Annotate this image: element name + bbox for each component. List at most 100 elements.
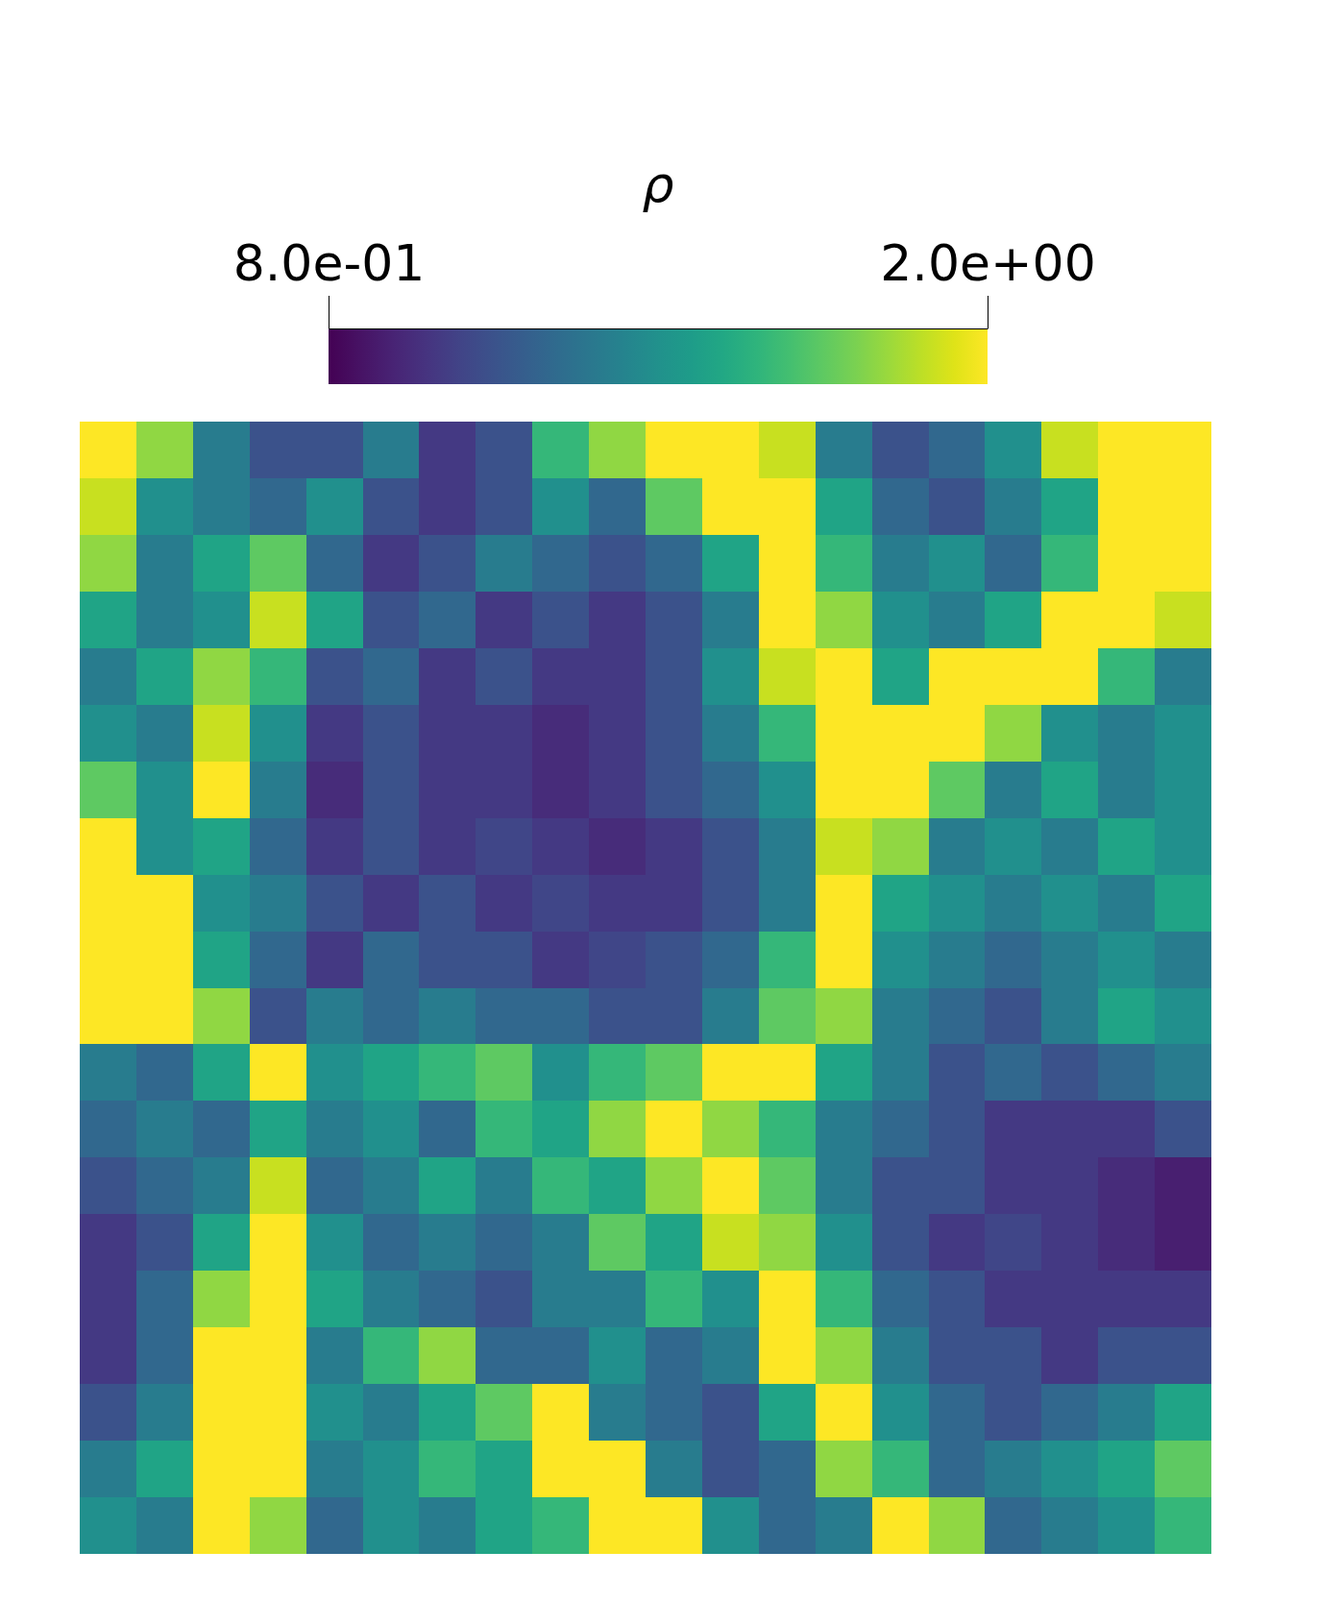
cell [475,535,534,593]
cell [532,761,590,820]
cell [418,1384,477,1442]
cell [1041,591,1099,650]
cell [363,1440,421,1499]
cell [984,1497,1043,1555]
cell [815,1497,874,1555]
cell [79,591,138,650]
cell [475,648,534,707]
cell [136,761,195,820]
cell [872,875,930,933]
cell [418,761,477,820]
cell [249,1327,308,1386]
cell [306,1100,365,1159]
cell [928,1384,987,1442]
cell [249,591,308,650]
cell [136,1384,195,1442]
cell [1098,1100,1156,1159]
cell [984,761,1043,820]
cell [872,1384,930,1442]
cell [249,1270,308,1329]
cell [363,875,421,933]
cell [758,875,817,933]
cell [532,931,590,990]
cell [79,818,138,877]
cell [588,421,647,480]
cell [363,648,421,707]
cell [1098,761,1156,820]
cell [1154,931,1212,990]
cell [306,818,365,877]
cell [645,931,704,990]
cell [1098,1497,1156,1555]
cell [193,1440,250,1499]
cell [702,1497,760,1555]
cell [758,591,817,650]
cell [532,1044,590,1102]
cell [758,1440,817,1499]
cell [136,591,195,650]
cell [193,1214,250,1272]
cell [306,931,365,990]
cell [475,931,534,990]
cell [872,478,930,537]
cell [363,1384,421,1442]
cell [928,931,987,990]
cell [645,1327,704,1386]
cell [79,1214,138,1272]
cell [79,421,138,480]
colorbar-tick: 2.0e+00 [879,234,1096,329]
cell [136,1497,195,1555]
cell [645,478,704,537]
cell [1098,931,1156,990]
cell [815,1157,874,1216]
cell [1154,421,1212,480]
cell [645,535,704,593]
cell [136,931,195,990]
cell [1041,1327,1099,1386]
cell [645,988,704,1047]
cell [193,1270,250,1329]
cell [136,988,195,1047]
cell [928,1044,987,1102]
cell [984,705,1043,763]
cell [363,591,421,650]
cell [984,1327,1043,1386]
cell [702,705,760,763]
cell [193,1497,250,1555]
cell [928,761,987,820]
cell [1041,1214,1099,1272]
cell [702,761,760,820]
cell [249,1440,308,1499]
cell [249,1384,308,1442]
cell [79,1270,138,1329]
cell [815,1384,874,1442]
cell [588,1100,647,1159]
cell [984,535,1043,593]
cell [363,535,421,593]
cell [193,988,250,1047]
cell [1098,818,1156,877]
cell [984,931,1043,990]
cell [363,478,421,537]
cell [532,1440,590,1499]
cell [928,988,987,1047]
cell [702,1100,760,1159]
cell [418,988,477,1047]
cell [645,761,704,820]
cell [815,818,874,877]
cell [872,591,930,650]
cell [418,535,477,593]
cell [1154,648,1212,707]
cell [815,1440,874,1499]
cell [532,988,590,1047]
cell [815,1100,874,1159]
cell [1154,818,1212,877]
cell [928,1440,987,1499]
cell [79,875,138,933]
cell [984,988,1043,1047]
cell [815,705,874,763]
cell [758,478,817,537]
cell [79,535,138,593]
cell [588,648,647,707]
cell [249,705,308,763]
